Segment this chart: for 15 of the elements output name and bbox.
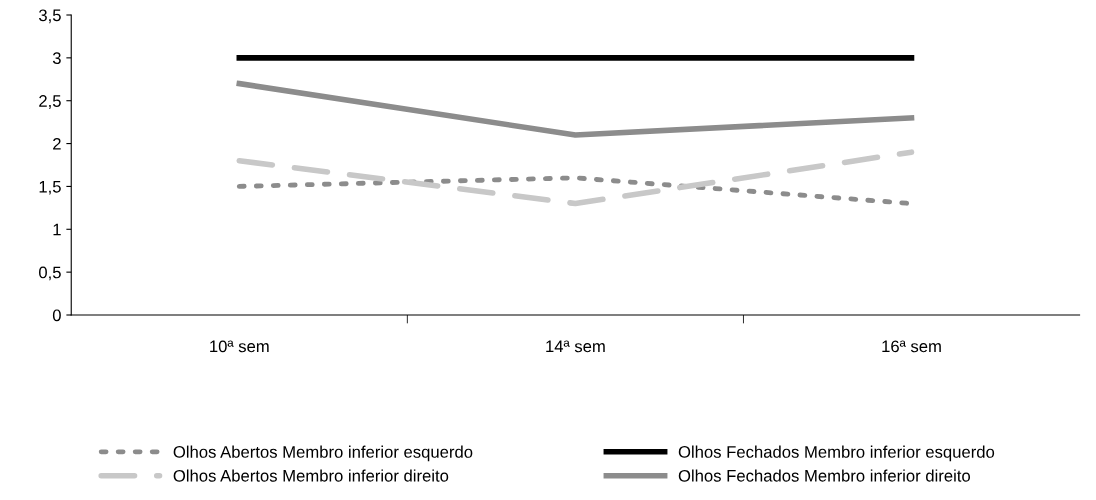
y-tick-label: 0 [52,309,61,322]
y-tick-label: 2,5 [39,95,61,109]
y-tick-label: 1 [53,223,61,236]
y-tick-label: 3 [52,52,61,65]
x-tick-label: 14ª sem [546,340,605,353]
y-tick-label: 0,5 [39,266,61,281]
x-tick-label: 16ª sem [882,340,941,353]
legend-label: Olhos Fechados Membro inferior direito [678,469,971,482]
legend-label: Olhos Abertos Membro inferior direito [173,469,449,482]
y-tick-label: 1,5 [39,181,61,195]
legend-label: Olhos Fechados Membro inferior esquerdo [678,445,995,462]
legend-label: Olhos Abertos Membro inferior esquerdo [173,445,473,462]
y-tick-label: 2 [53,137,61,150]
y-tick-label: 3,5 [38,9,61,24]
x-tick-label: 10ª sem [210,340,269,353]
